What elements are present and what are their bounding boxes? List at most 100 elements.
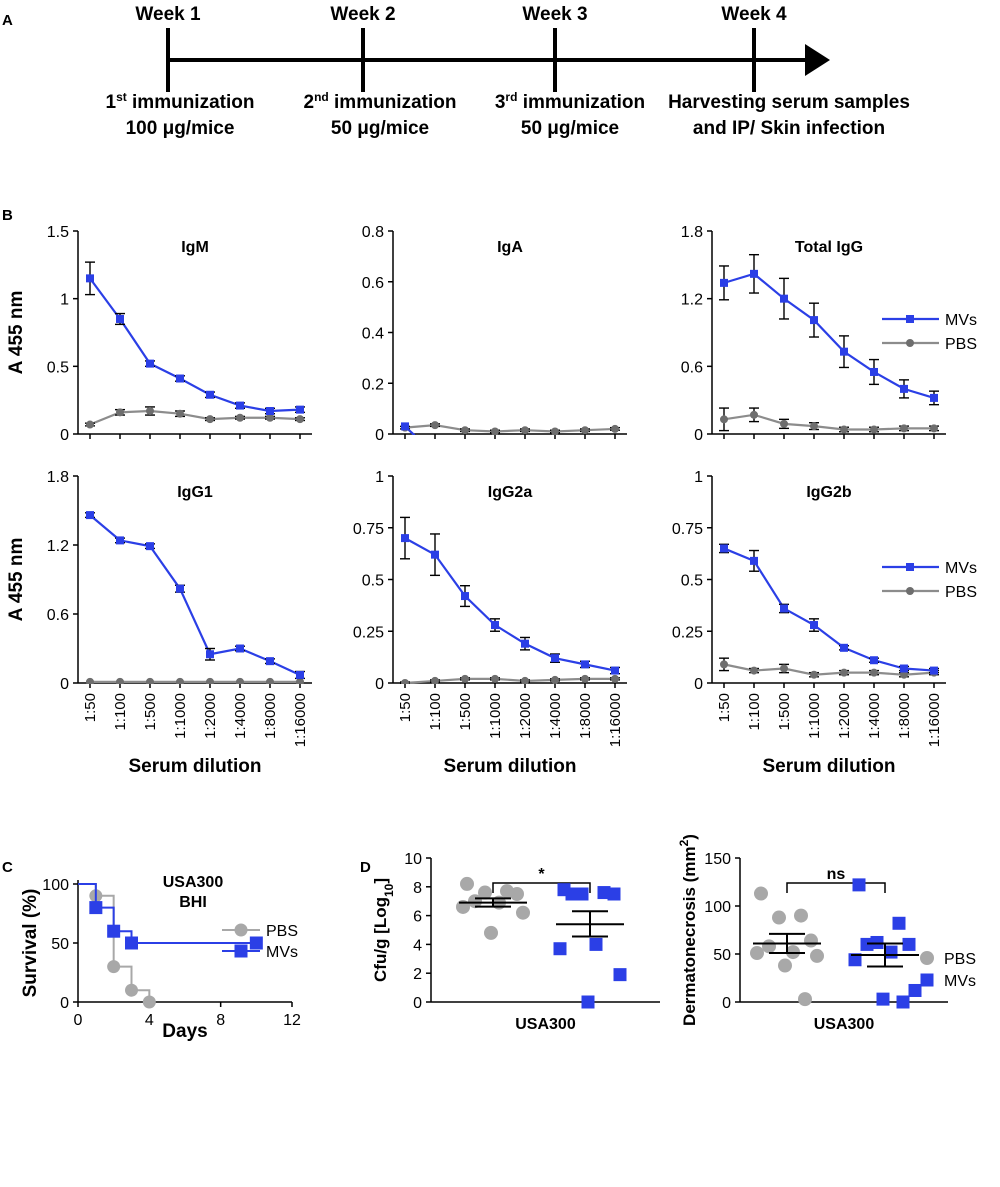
data-point-pbs [750,946,764,961]
y-tick-label: 1.2 [47,538,69,555]
point-mvs [611,666,619,675]
x-axis-label: Serum dilution [129,756,262,777]
data-point-pbs [794,908,808,923]
y-tick-label: 0 [60,995,69,1012]
y-tick-label: 0.6 [362,275,384,292]
point-pbs [611,674,619,683]
data-point-mvs [613,968,627,982]
y-tick-label: 100 [704,899,731,916]
y-tick-label: 1.2 [681,292,703,309]
chart-title: IgG1 [177,484,213,501]
y-tick-label: 0 [694,676,703,693]
point-mvs [176,374,184,383]
y-axis-label: Survival (%) [20,889,41,998]
x-tick-label: 1:4000 [547,693,564,739]
panel-label-b: B [2,207,13,224]
data-point-pbs [478,885,492,900]
data-point-mvs [902,937,916,951]
point-pbs [461,426,469,435]
y-tick-label: 4 [413,937,422,954]
point-mvs [236,644,244,653]
week-label-2: Week 2 [330,4,395,25]
point-mvs [521,639,529,648]
data-point-pbs [484,925,498,940]
point-mvs [870,656,878,665]
legend-label-pbs: PBS [945,584,977,601]
point-pbs [176,677,184,684]
legend-label-mvs: MVs [944,973,976,990]
point-pbs [401,679,409,684]
point-pbs [720,660,728,669]
y-tick-label: 0 [60,427,69,444]
plot-area [400,421,620,435]
x-tick-label: 1:8000 [896,693,913,739]
data-point-pbs [810,948,824,963]
data-point-mvs [589,937,603,951]
point-mvs [266,657,274,666]
x-tick-label: 1:100 [746,693,763,731]
point-mvs [840,643,848,652]
y-axis-label: A 455 nm [6,538,27,622]
x-tick-label: 1:50 [716,693,733,722]
data-point-mvs [876,992,890,1006]
y-axis-label: Cfu/g [Log10] [371,878,396,982]
point-pbs [116,677,124,684]
y-tick-label: 1.8 [47,469,69,486]
point-mvs [266,406,274,415]
point-pbs [491,427,499,435]
point-mvs [491,621,499,630]
x-tick-label: 1:1000 [806,693,823,739]
survival-point-mvs [107,924,121,938]
y-tick-label: 8 [413,880,422,897]
point-pbs [930,424,938,433]
y-tick-label: 150 [704,851,731,868]
point-mvs [900,384,908,393]
y-axis-label: A 455 nm [6,291,27,375]
y-tick-label: 0 [375,676,384,693]
significance-bracket [492,882,591,893]
x-axis-label: Serum dilution [444,756,577,777]
point-mvs [780,294,788,303]
chart-title: IgA [497,239,523,256]
series-line-mvs [89,277,301,413]
point-mvs [176,584,184,593]
point-pbs [116,408,124,417]
survival-point-pbs [107,960,121,974]
y-tick-label: 0.5 [362,573,384,590]
point-pbs [900,670,908,679]
point-pbs [581,426,589,435]
y-tick-label: 0 [694,427,703,444]
point-mvs [431,550,439,559]
point-pbs [431,676,439,684]
point-mvs [146,359,154,368]
data-point-pbs [516,905,530,920]
plot-area [400,516,620,684]
step-dose-4: and IP/ Skin infection [693,118,885,139]
data-point-mvs [597,886,611,900]
significance-bracket [786,882,886,893]
y-tick-label: 0.75 [672,521,703,538]
legend-label-mvs: MVs [945,560,977,577]
x-tick-label: 1:50 [82,693,99,722]
x-tick-label: 1:500 [457,693,474,731]
point-pbs [521,676,529,684]
point-pbs [780,419,788,428]
chart-title: IgG2b [806,484,852,501]
y-tick-label: 0.75 [353,521,384,538]
point-mvs [581,660,589,669]
significance-label: * [538,866,545,883]
y-tick-label: 0.4 [362,326,384,343]
data-point-pbs [804,933,818,948]
series-line-pbs [89,409,301,426]
scatter-chart-2: 0 50 100 150 Dermatonecrosis (mm2) USA300 ns PB… [677,834,976,1033]
x-tick-label: 4 [145,1012,154,1029]
x-tick-label: 1:8000 [262,693,279,739]
data-point-pbs [798,992,812,1007]
point-mvs [720,278,728,287]
point-mvs [870,367,878,376]
x-axis-label: Days [162,1021,207,1042]
y-tick-label: 1 [694,469,703,486]
x-tick-label: 1:2000 [517,693,534,739]
step-title-3: 3rd immunization [495,90,645,113]
point-pbs [206,677,214,684]
